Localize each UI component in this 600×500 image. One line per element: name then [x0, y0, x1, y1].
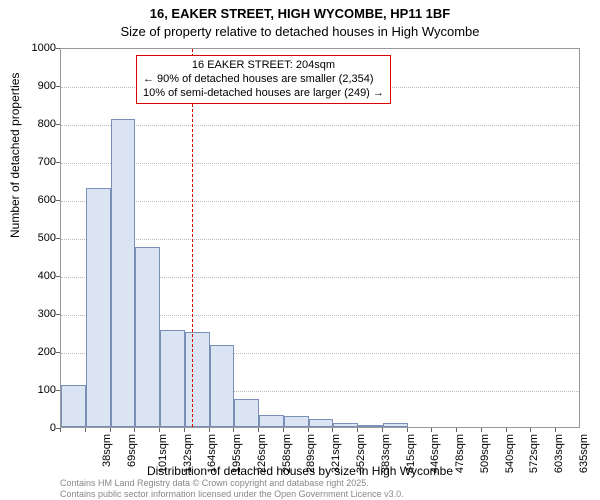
x-tick-label: 446sqm: [429, 434, 441, 473]
x-tick-mark: [258, 428, 259, 432]
x-tick-label: 195sqm: [231, 434, 243, 473]
x-tick-mark: [60, 428, 61, 432]
x-tick-label: 415sqm: [405, 434, 417, 473]
x-tick-mark: [110, 428, 111, 432]
x-tick-label: 478sqm: [454, 434, 466, 473]
x-tick-label: 226sqm: [256, 434, 268, 473]
y-tick-mark: [56, 86, 60, 87]
x-tick-label: 164sqm: [207, 434, 219, 473]
y-tick-mark: [56, 276, 60, 277]
histogram-bar: [309, 419, 334, 427]
histogram-bar: [185, 332, 210, 427]
x-tick-mark: [555, 428, 556, 432]
histogram-bar: [333, 423, 358, 427]
annotation-box: 16 EAKER STREET: 204sqm← 90% of detached…: [136, 55, 391, 104]
y-tick-mark: [56, 162, 60, 163]
gridline: [61, 239, 579, 240]
histogram-bar: [383, 423, 408, 427]
x-tick-mark: [209, 428, 210, 432]
y-tick-mark: [56, 200, 60, 201]
attribution-text: Contains HM Land Registry data © Crown c…: [60, 478, 404, 500]
x-tick-label: 572sqm: [528, 434, 540, 473]
gridline: [61, 201, 579, 202]
x-tick-label: 38sqm: [101, 434, 113, 467]
x-tick-mark: [481, 428, 482, 432]
histogram-bar: [284, 416, 309, 427]
x-tick-label: 383sqm: [380, 434, 392, 473]
x-tick-label: 352sqm: [355, 434, 367, 473]
y-tick-label: 1000: [16, 42, 56, 54]
y-tick-label: 800: [16, 118, 56, 130]
y-tick-mark: [56, 48, 60, 49]
gridline: [61, 163, 579, 164]
histogram-bar: [234, 399, 259, 428]
y-tick-label: 700: [16, 156, 56, 168]
y-tick-label: 500: [16, 232, 56, 244]
y-tick-label: 400: [16, 270, 56, 282]
x-tick-mark: [159, 428, 160, 432]
x-tick-label: 289sqm: [306, 434, 318, 473]
y-tick-mark: [56, 314, 60, 315]
histogram-bar: [160, 330, 185, 427]
x-tick-label: 540sqm: [504, 434, 516, 473]
x-tick-mark: [233, 428, 234, 432]
plot-area: 16 EAKER STREET: 204sqm← 90% of detached…: [60, 48, 580, 428]
y-tick-mark: [56, 238, 60, 239]
x-tick-mark: [530, 428, 531, 432]
x-tick-mark: [134, 428, 135, 432]
y-tick-label: 600: [16, 194, 56, 206]
histogram-bar: [111, 119, 136, 427]
y-tick-label: 300: [16, 308, 56, 320]
x-tick-mark: [85, 428, 86, 432]
attribution-line2: Contains public sector information licen…: [60, 489, 404, 500]
y-tick-label: 0: [16, 422, 56, 434]
x-tick-mark: [332, 428, 333, 432]
x-tick-mark: [431, 428, 432, 432]
histogram-bar: [259, 415, 284, 427]
x-tick-label: 321sqm: [330, 434, 342, 473]
histogram-bar: [358, 425, 383, 427]
histogram-bar: [86, 188, 111, 427]
y-tick-mark: [56, 124, 60, 125]
chart-title-line1: 16, EAKER STREET, HIGH WYCOMBE, HP11 1BF: [0, 6, 600, 21]
x-tick-mark: [382, 428, 383, 432]
x-tick-mark: [407, 428, 408, 432]
x-tick-mark: [357, 428, 358, 432]
x-tick-mark: [506, 428, 507, 432]
annotation-line: 16 EAKER STREET: 204sqm: [143, 59, 384, 73]
x-tick-mark: [456, 428, 457, 432]
x-tick-label: 101sqm: [157, 434, 169, 473]
gridline: [61, 125, 579, 126]
y-tick-mark: [56, 390, 60, 391]
chart-title-line2: Size of property relative to detached ho…: [0, 24, 600, 39]
x-tick-label: 258sqm: [281, 434, 293, 473]
y-tick-mark: [56, 352, 60, 353]
x-tick-label: 69sqm: [126, 434, 138, 467]
histogram-bar: [61, 385, 86, 427]
annotation-line: ← 90% of detached houses are smaller (2,…: [143, 73, 384, 87]
x-tick-label: 132sqm: [182, 434, 194, 473]
histogram-bar: [135, 247, 160, 428]
attribution-line1: Contains HM Land Registry data © Crown c…: [60, 478, 404, 489]
x-tick-mark: [184, 428, 185, 432]
marker-line: [192, 49, 193, 427]
x-tick-label: 603sqm: [553, 434, 565, 473]
y-tick-label: 900: [16, 80, 56, 92]
y-tick-label: 100: [16, 384, 56, 396]
y-tick-label: 200: [16, 346, 56, 358]
x-tick-label: 635sqm: [578, 434, 590, 473]
x-tick-label: 509sqm: [479, 434, 491, 473]
histogram-bar: [210, 345, 235, 427]
x-tick-mark: [283, 428, 284, 432]
chart-container: 16, EAKER STREET, HIGH WYCOMBE, HP11 1BF…: [0, 0, 600, 500]
x-tick-mark: [308, 428, 309, 432]
annotation-line: 10% of semi-detached houses are larger (…: [143, 87, 384, 101]
